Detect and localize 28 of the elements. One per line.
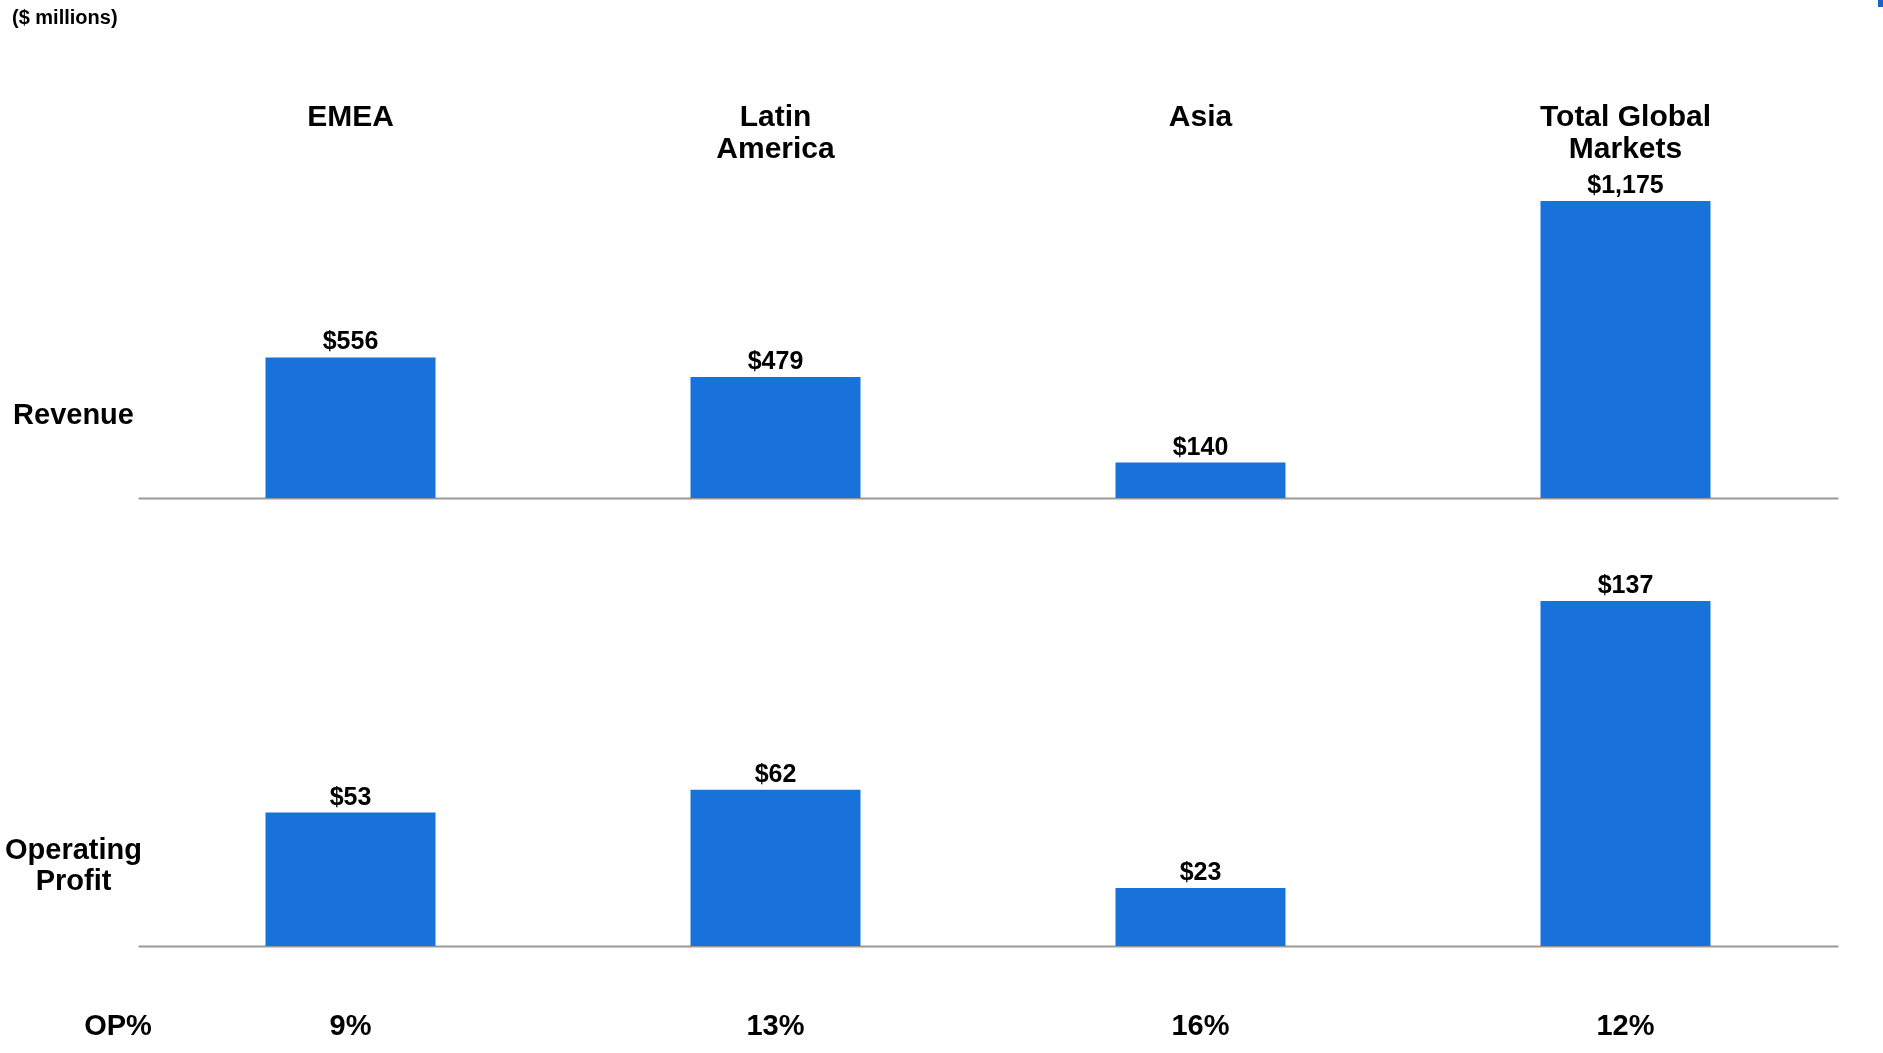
data-label: $62 <box>754 758 797 787</box>
text: ($ millions) <box>12 6 118 28</box>
y-axis-title: Revenue <box>13 398 134 431</box>
text: 13% <box>746 1009 805 1041</box>
x-tick-label: Asia <box>1168 98 1233 132</box>
x-tick-label: Total Global Markets <box>1539 98 1712 164</box>
data-label: $1,175 <box>1587 170 1664 198</box>
data-label: $140 <box>1172 431 1229 460</box>
data-label: $23 <box>1179 857 1222 886</box>
bar <box>1115 888 1286 946</box>
x-tick-label: Latin America <box>716 98 836 164</box>
text: OP% <box>84 1009 153 1041</box>
bar <box>1540 601 1711 946</box>
data-label: $53 <box>329 781 372 810</box>
data-label: $479 <box>747 345 804 374</box>
data-label: $556 <box>322 326 379 355</box>
bar <box>1115 462 1286 498</box>
bar <box>265 357 436 498</box>
bar <box>690 376 861 498</box>
text: 16% <box>1171 1009 1230 1041</box>
text: 12% <box>1596 1009 1655 1041</box>
bar <box>690 789 861 946</box>
bar <box>1540 201 1711 498</box>
y-axis-title: Operating Profit <box>5 832 142 896</box>
x-tick-label: EMEA <box>307 98 394 132</box>
text: 9% <box>329 1009 372 1041</box>
data-label: $137 <box>1597 570 1654 598</box>
bar <box>265 812 436 946</box>
